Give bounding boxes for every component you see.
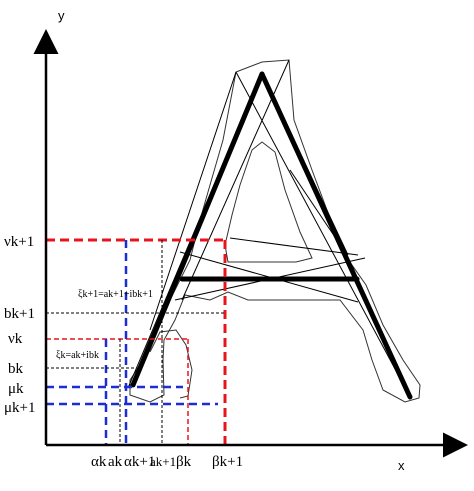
y-label-nu-k1: νk+1	[4, 234, 34, 250]
annotation-xi-k1: ξk+1=ak+1+ibk+1	[78, 289, 153, 300]
y-axis-label: y	[58, 8, 65, 23]
letter-a-outline	[129, 59, 421, 403]
y-label-nu-k: νk	[8, 331, 23, 347]
x-label-beta-k: βk	[176, 454, 192, 470]
x-axis-label: x	[398, 458, 405, 473]
x-label-beta-k1: βk+1	[212, 454, 243, 470]
blue-dashed-lines	[46, 240, 218, 445]
black-dashed-lines	[46, 240, 225, 445]
letter-a-skeleton	[130, 71, 413, 400]
red-dashed-box-k	[46, 338, 189, 445]
red-dashed-box-k1	[46, 238, 227, 445]
x-label-alpha-k: αk	[91, 454, 107, 470]
letter-a-inner-outline	[224, 141, 313, 263]
annotation-xi-k: ξk=ak+ibk	[56, 350, 99, 361]
y-label-mu-k1: μk+1	[4, 400, 36, 416]
x-label-alpha-k1: αk+1	[124, 454, 155, 470]
y-label-mu-k: μk	[8, 381, 24, 397]
y-label-b-k: bk	[8, 361, 24, 377]
x-label-a-k: ak	[108, 454, 123, 470]
y-label-b-k1: bk+1	[4, 306, 35, 322]
x-label-a-k1: ak+1	[150, 454, 176, 469]
